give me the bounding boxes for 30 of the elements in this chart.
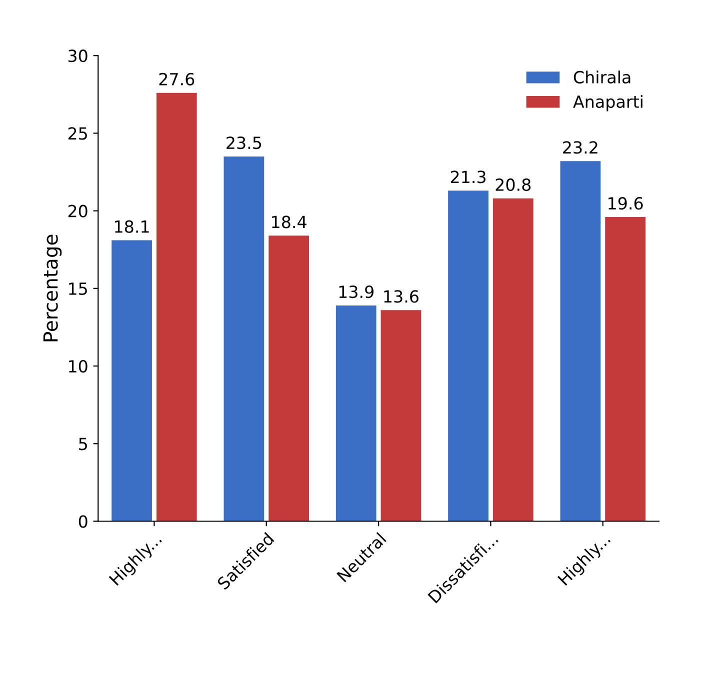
legend-label: Chirala (574, 70, 630, 84)
y-tick-label: 5 (79, 438, 87, 450)
bar (112, 240, 152, 522)
data-label: 23.2 (563, 141, 598, 154)
y-tick-label: 30 (68, 50, 88, 62)
data-label: 18.1 (115, 220, 149, 233)
bar (224, 156, 264, 522)
y-tick-label: 10 (69, 360, 88, 373)
data-label: 13.6 (384, 290, 418, 303)
bar (268, 236, 309, 522)
data-label: 13.9 (339, 285, 374, 298)
y-tick-label: 20 (68, 204, 88, 218)
data-label: 21.3 (450, 170, 486, 184)
y-axis-title: Percentage (43, 234, 62, 342)
data-label: 19.6 (608, 197, 643, 210)
data-label: 20.8 (496, 178, 531, 192)
data-label: 27.6 (159, 72, 194, 86)
bar (336, 306, 376, 522)
data-label: 18.4 (272, 216, 306, 228)
bar (560, 161, 601, 522)
bar (605, 217, 646, 522)
y-tick-label: 25 (68, 127, 87, 140)
y-tick-label: 15 (69, 282, 87, 295)
bar (448, 190, 488, 522)
data-label: 23.5 (226, 136, 262, 150)
y-tick-label: 0 (78, 515, 88, 528)
bar (380, 310, 422, 522)
legend-label: Anaparti (573, 95, 642, 112)
bar (156, 92, 197, 522)
bar (492, 198, 534, 522)
